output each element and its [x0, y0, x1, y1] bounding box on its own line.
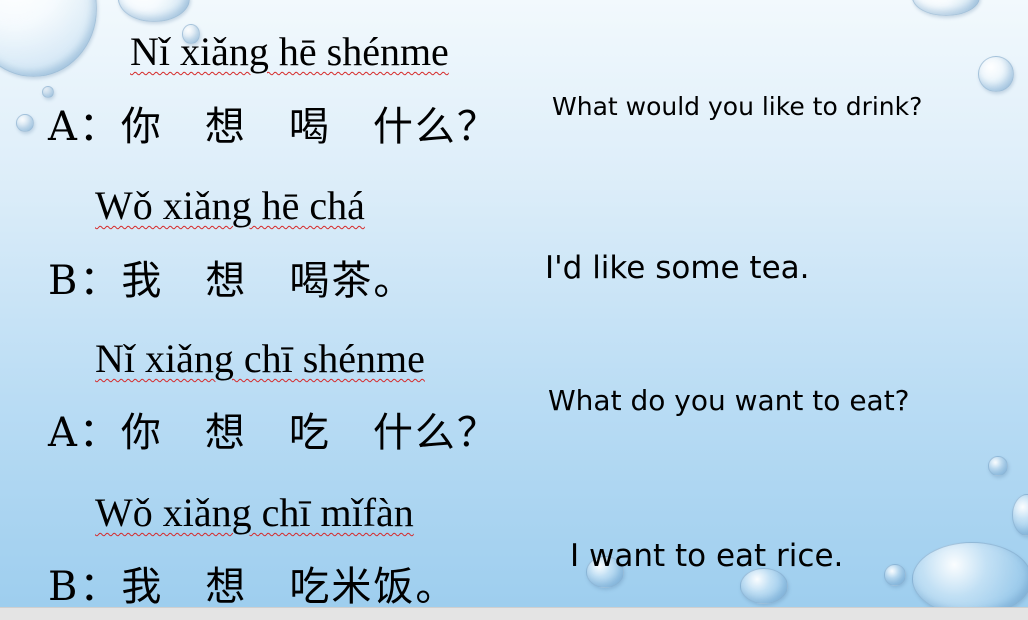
water-bubble-decoration	[1012, 494, 1028, 536]
water-bubble-decoration	[978, 56, 1014, 92]
slide-bottom-bar	[0, 607, 1028, 620]
translation-1: What would you like to drink?	[552, 92, 923, 121]
water-bubble-decoration	[988, 456, 1008, 476]
water-bubble-decoration	[118, 0, 190, 22]
water-bubble-decoration	[912, 542, 1028, 616]
hanzi-line-4: B：我 想 吃米饭。	[48, 564, 458, 610]
pinyin-line-1: Nǐ xiǎng hē shénme	[130, 29, 449, 74]
water-bubble-decoration	[182, 24, 200, 44]
pinyin-line-4: Wǒ xiǎng chī mǐfàn	[95, 490, 414, 535]
water-bubble-decoration	[42, 86, 54, 98]
water-bubble-decoration	[884, 564, 906, 586]
water-bubble-decoration	[16, 114, 34, 132]
hanzi-line-1: A：你 想 喝 什么？	[48, 104, 499, 150]
hanzi-line-2: B：我 想 喝茶。	[48, 258, 416, 304]
water-bubble-decoration	[740, 568, 788, 604]
hanzi-line-3: A：你 想 吃 什么？	[48, 410, 499, 456]
translation-3: What do you want to eat?	[548, 384, 910, 417]
water-bubble-decoration	[0, 0, 97, 77]
translation-4: I want to eat rice.	[570, 538, 844, 574]
water-bubble-decoration	[912, 0, 980, 16]
pinyin-line-2: Wǒ xiǎng hē chá	[95, 183, 365, 228]
translation-2: I'd like some tea.	[545, 250, 810, 286]
water-bubble-decoration	[586, 556, 624, 588]
pinyin-line-3: Nǐ xiǎng chī shénme	[95, 336, 425, 381]
